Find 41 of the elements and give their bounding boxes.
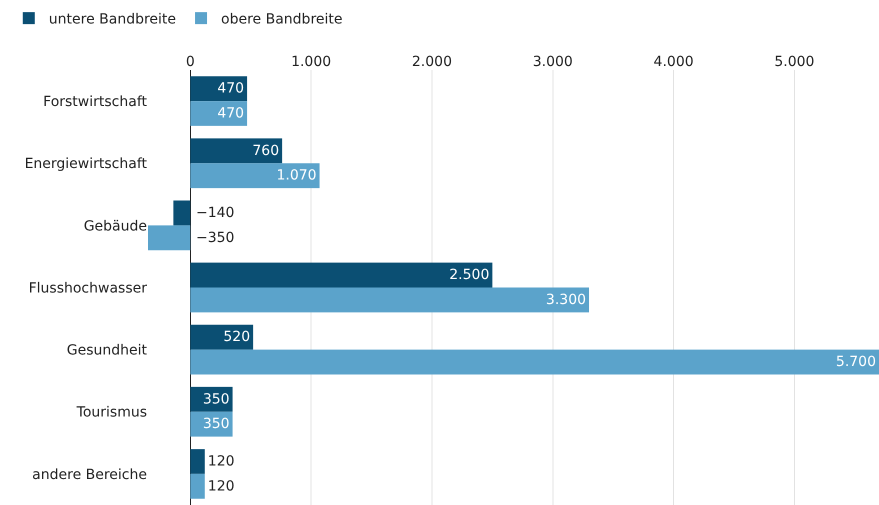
y-tick-label: andere Bereiche: [32, 466, 147, 483]
bar: [190, 474, 205, 499]
data-label: 120: [208, 454, 235, 470]
bar: [190, 350, 879, 374]
bar: [148, 225, 190, 250]
data-label: 470: [217, 106, 244, 122]
legend-label: obere Bandbreite: [221, 12, 343, 28]
data-label: 520: [223, 329, 250, 346]
x-tick-label: 3.000: [532, 54, 573, 70]
y-tick-label: Tourismus: [76, 404, 147, 421]
x-tick-label: 2.000: [412, 54, 452, 70]
data-label: −350: [196, 230, 234, 246]
bar: [190, 101, 248, 126]
bar: [173, 200, 190, 226]
data-label: 350: [202, 416, 230, 432]
data-label: 3.300: [546, 292, 586, 308]
y-tick-label: Gesundheit: [66, 342, 148, 359]
bar: [190, 163, 320, 188]
data-label: 5.700: [836, 354, 876, 370]
bar: [190, 76, 248, 102]
bar: [190, 449, 205, 474]
y-tick-label: Gebäude: [84, 218, 147, 234]
y-tick-label: Forstwirtschaft: [43, 94, 148, 110]
bar: [190, 138, 282, 164]
bar: [190, 288, 590, 312]
y-tick-label: Energiewirtschaft: [24, 156, 148, 172]
data-label: 760: [252, 142, 280, 159]
y-tick-label: Flusshochwasser: [28, 280, 148, 296]
data-label: 1.070: [276, 168, 317, 184]
x-tick-label: 1.000: [291, 54, 332, 70]
data-label: 2.500: [449, 267, 490, 284]
bar: [190, 262, 492, 288]
data-label: 350: [202, 391, 230, 408]
legend-label: untere Bandbreite: [48, 12, 176, 28]
data-label: 470: [217, 80, 244, 97]
x-tick-label: 0: [186, 54, 195, 70]
bar: [190, 324, 254, 350]
data-label: 120: [208, 478, 235, 494]
data-label: −140: [196, 205, 234, 221]
x-tick-label: 4.000: [654, 54, 694, 70]
x-tick-label: 5.000: [774, 54, 814, 70]
